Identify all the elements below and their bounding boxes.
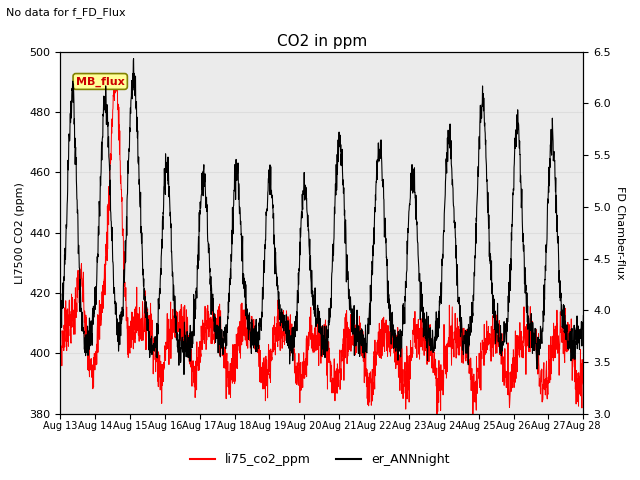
Y-axis label: LI7500 CO2 (ppm): LI7500 CO2 (ppm) [15, 182, 25, 284]
Text: No data for f_FD_Flux: No data for f_FD_Flux [6, 7, 126, 18]
Y-axis label: FD Chamber-flux: FD Chamber-flux [615, 186, 625, 279]
Text: MB_flux: MB_flux [76, 76, 125, 86]
Legend: li75_co2_ppm, er_ANNnight: li75_co2_ppm, er_ANNnight [186, 448, 454, 471]
Title: CO2 in ppm: CO2 in ppm [276, 34, 367, 49]
